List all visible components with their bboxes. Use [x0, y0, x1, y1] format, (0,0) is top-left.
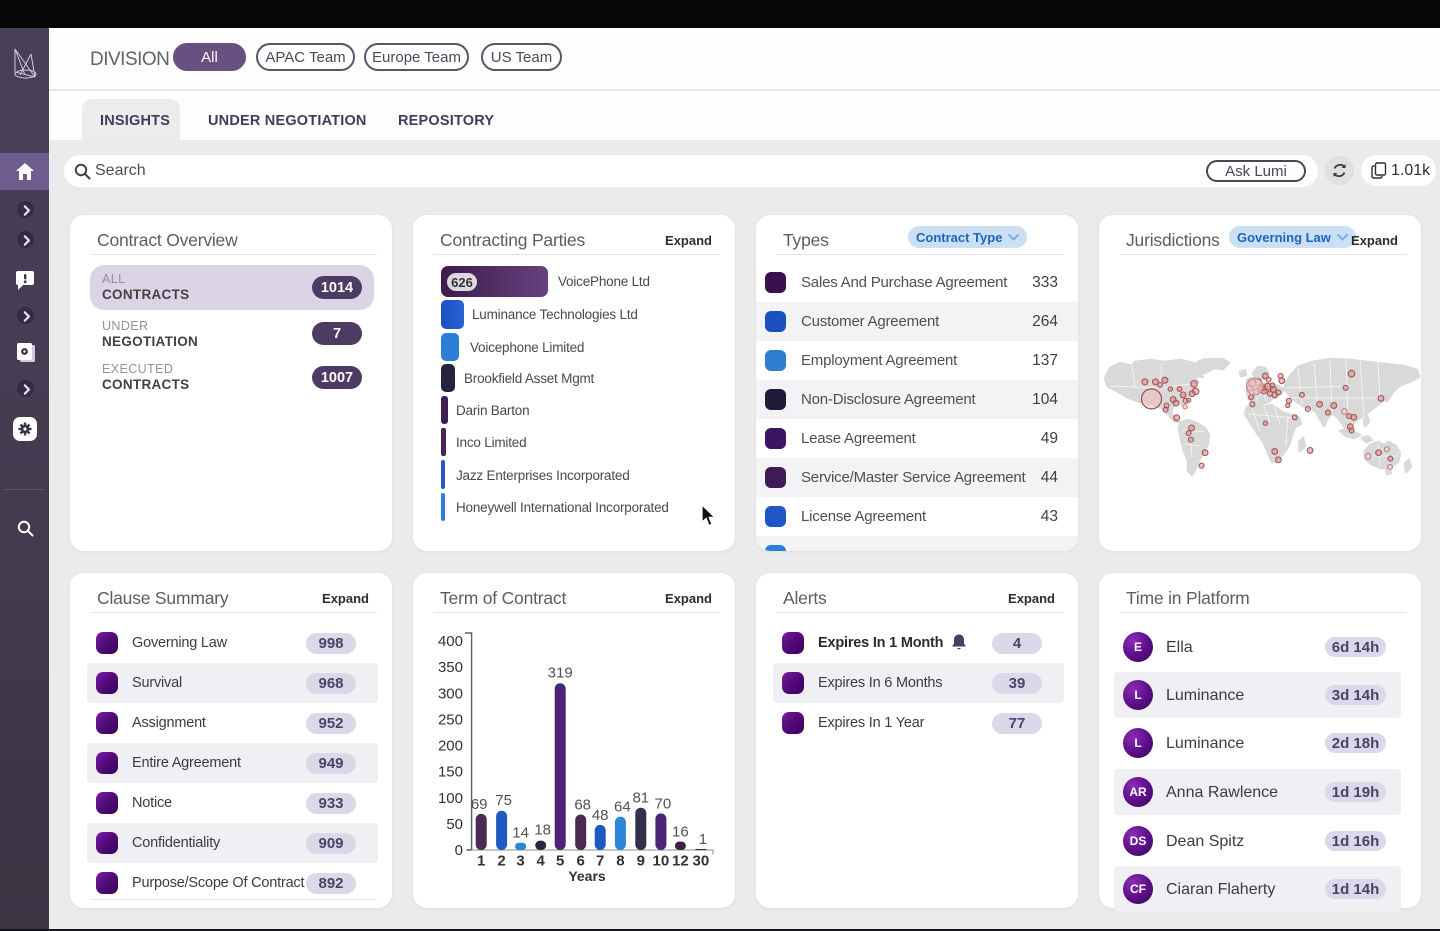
svg-text:48: 48	[592, 807, 609, 824]
svg-text:200: 200	[438, 738, 463, 755]
svg-text:150: 150	[438, 764, 463, 781]
svg-text:2: 2	[497, 853, 505, 870]
svg-text:1: 1	[699, 831, 707, 848]
svg-text:350: 350	[438, 659, 463, 676]
svg-text:5: 5	[556, 853, 564, 870]
svg-text:64: 64	[614, 799, 631, 816]
svg-text:12: 12	[672, 853, 689, 870]
svg-text:70: 70	[655, 795, 672, 812]
svg-text:300: 300	[438, 685, 463, 702]
svg-text:14: 14	[512, 825, 529, 842]
svg-text:9: 9	[637, 853, 645, 870]
svg-text:50: 50	[446, 816, 463, 833]
svg-text:319: 319	[548, 664, 573, 681]
svg-text:7: 7	[596, 853, 604, 870]
svg-text:3: 3	[516, 853, 524, 870]
svg-text:75: 75	[495, 792, 512, 809]
svg-text:30: 30	[693, 853, 710, 870]
svg-text:68: 68	[574, 797, 591, 814]
svg-text:100: 100	[438, 790, 463, 807]
svg-text:69: 69	[471, 796, 488, 813]
svg-text:Years: Years	[568, 868, 606, 884]
svg-text:0: 0	[455, 842, 463, 859]
svg-text:1: 1	[477, 853, 485, 870]
svg-text:81: 81	[632, 790, 649, 807]
svg-text:4: 4	[537, 853, 546, 870]
svg-text:400: 400	[438, 633, 463, 650]
svg-text:18: 18	[534, 822, 551, 839]
svg-text:8: 8	[616, 853, 624, 870]
svg-text:10: 10	[653, 853, 670, 870]
svg-text:6: 6	[577, 853, 585, 870]
svg-text:250: 250	[438, 711, 463, 728]
svg-text:16: 16	[672, 824, 689, 841]
